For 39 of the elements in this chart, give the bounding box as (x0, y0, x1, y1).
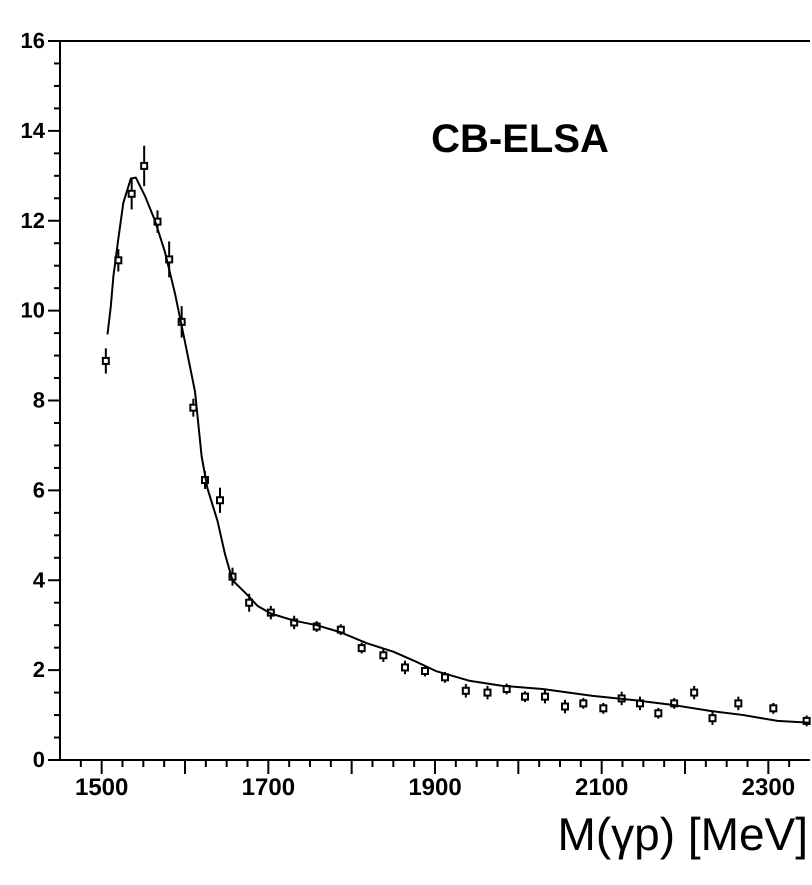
x-tick-label: 1700 (242, 774, 296, 802)
point (541, 692, 549, 701)
point (128, 190, 136, 198)
point (708, 714, 716, 722)
point (379, 651, 388, 660)
x-axis-title: M(γp) [MeV] (558, 808, 808, 860)
point (441, 673, 449, 682)
point (462, 686, 470, 695)
point (216, 496, 224, 504)
point (102, 356, 110, 365)
point (421, 667, 429, 676)
y-tick-label: 8 (32, 388, 45, 413)
y-tick-label: 0 (32, 747, 45, 772)
y-tick-label: 14 (20, 118, 46, 143)
point (579, 699, 588, 708)
point (734, 699, 742, 708)
y-tick-label: 10 (20, 298, 45, 323)
x-tick-label: 1900 (408, 774, 462, 802)
y-tick-label: 6 (32, 477, 45, 502)
point (769, 704, 778, 712)
point (358, 644, 366, 652)
y-tick-label: 12 (20, 208, 45, 233)
point (484, 688, 492, 697)
point (521, 692, 529, 701)
point (140, 162, 148, 170)
y-tick-label: 4 (32, 567, 46, 592)
point (245, 598, 254, 607)
point (401, 663, 409, 672)
point (599, 704, 608, 712)
point (690, 688, 698, 697)
point (561, 702, 569, 711)
point (654, 709, 662, 718)
x-tick-label: 2100 (574, 774, 628, 802)
x-tick-label: 2300 (742, 774, 796, 802)
line-series (106, 176, 811, 724)
y-tick-label: 2 (32, 657, 45, 682)
annotation: CB-ELSA (431, 117, 609, 161)
y-tick-label: 16 (20, 28, 45, 54)
x-tick-label: 1500 (74, 774, 128, 802)
